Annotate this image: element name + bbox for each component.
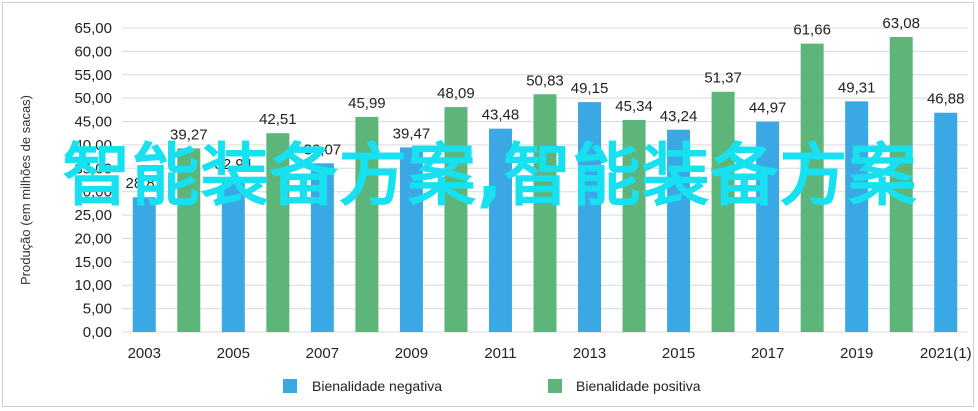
data-label: 49,31	[838, 79, 876, 96]
y-tick-label: 10,00	[74, 277, 112, 294]
x-tick-label: 2019	[840, 345, 873, 362]
bar-negativa	[310, 163, 334, 332]
y-tick-label: 30,00	[74, 184, 112, 201]
data-label: 45,99	[348, 95, 386, 112]
data-label: 42,51	[259, 111, 297, 128]
legend-swatch-positiva	[548, 379, 562, 393]
bar-positiva	[622, 119, 646, 333]
data-label: 51,37	[704, 70, 742, 87]
data-label: 43,48	[482, 107, 520, 124]
data-label: 45,34	[615, 98, 653, 115]
bar-negativa	[578, 102, 602, 332]
bar-positiva	[177, 148, 201, 332]
x-tick-label: 2015	[662, 345, 695, 362]
x-tick-label: 2017	[751, 345, 784, 362]
bar-positiva	[800, 43, 824, 333]
data-label: 44,97	[749, 100, 787, 117]
y-tick-label: 65,00	[74, 20, 112, 37]
bar-positiva	[444, 107, 468, 333]
data-label: 32,94	[215, 156, 253, 173]
bar-positiva	[533, 94, 557, 332]
y-tick-label: 45,00	[74, 114, 112, 131]
y-tick-label: 25,00	[74, 207, 112, 224]
y-axis-ticks: 0,00 5,00 10,00 15,00 20,00 25,00 30,00 35,00 40…	[74, 20, 112, 341]
bar-positiva	[889, 36, 913, 333]
x-tick-label: 2021(1)	[920, 345, 972, 362]
legend: Bienalidade negativa Bienalidade positiv…	[283, 378, 701, 394]
x-tick-label: 2009	[395, 345, 428, 362]
y-tick-label: 40,00	[74, 137, 112, 154]
bar-negativa	[756, 121, 780, 332]
bar-negativa	[488, 128, 512, 332]
bar-negativa	[845, 101, 869, 332]
y-tick-label: 35,00	[74, 160, 112, 177]
y-tick-label: 5,00	[83, 301, 112, 318]
data-labels: 28,82 39,27 32,94 42,51 36,07 45,99 39,47 48,09…	[125, 15, 964, 192]
bar-negativa	[221, 177, 245, 332]
bars	[132, 36, 958, 333]
legend-swatch-negativa	[283, 379, 297, 393]
bar-positiva	[711, 91, 735, 332]
x-tick-label: 2007	[306, 345, 339, 362]
bar-negativa	[934, 112, 958, 332]
y-tick-label: 0,00	[83, 324, 112, 341]
bar-negativa	[667, 129, 691, 332]
data-label: 43,24	[660, 108, 698, 125]
bar-negativa	[132, 197, 156, 332]
data-label: 61,66	[793, 22, 831, 39]
y-tick-label: 60,00	[74, 43, 112, 60]
data-label: 48,09	[437, 85, 475, 102]
x-tick-label: 2011	[484, 345, 516, 362]
y-tick-label: 20,00	[74, 230, 112, 247]
bar-positiva	[266, 133, 290, 332]
y-tick-label: 50,00	[74, 90, 112, 107]
bar-positiva	[355, 116, 379, 332]
data-label: 36,07	[304, 141, 342, 158]
chart-frame	[2, 2, 974, 407]
x-tick-label: 2005	[217, 345, 250, 362]
y-tick-label: 55,00	[74, 67, 112, 84]
data-label: 63,08	[882, 15, 920, 32]
data-label: 28,82	[125, 175, 163, 192]
y-tick-label: 15,00	[74, 254, 112, 271]
data-label: 46,88	[927, 91, 965, 108]
bar-negativa	[399, 147, 423, 332]
data-label: 49,15	[571, 80, 609, 97]
y-axis-label: Produção (em milhões de sacas)	[18, 95, 33, 285]
data-label: 39,47	[393, 125, 431, 142]
x-tick-label: 2003	[128, 345, 161, 362]
legend-label-positiva: Bienalidade positiva	[576, 378, 701, 394]
data-label: 39,27	[170, 126, 208, 143]
x-tick-label: 2013	[573, 345, 606, 362]
legend-label-negativa: Bienalidade negativa	[312, 378, 442, 394]
data-label: 50,83	[526, 72, 564, 89]
gridlines	[122, 27, 968, 333]
x-axis-ticks: 2003 2005 2007 2009 2011 2013 2015 2017 2019 2021…	[128, 345, 972, 362]
